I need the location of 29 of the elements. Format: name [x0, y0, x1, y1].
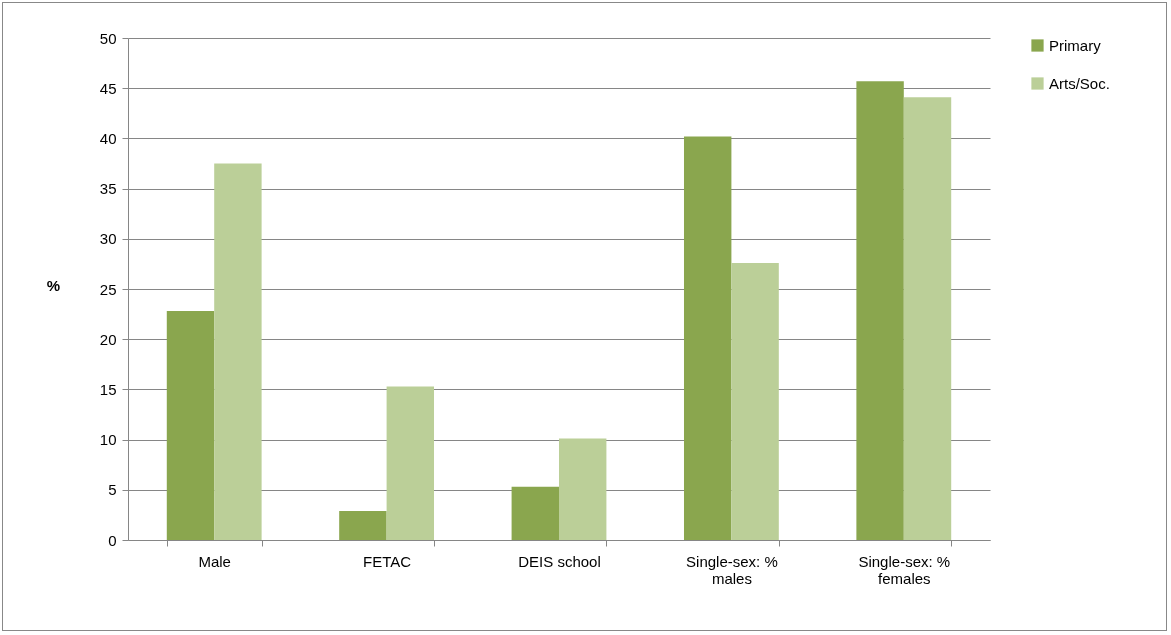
y-tick-label: 10 [99, 431, 117, 449]
y-axis-title: % [46, 276, 61, 294]
y-tick-label: 25 [99, 280, 117, 298]
x-tick-label: FETAC [363, 552, 412, 570]
bar [511, 486, 559, 540]
bar [214, 163, 262, 540]
y-tick-label: 45 [99, 79, 117, 97]
x-tick-label: Single-sex: % females [858, 552, 951, 587]
bar [856, 81, 904, 540]
bar [386, 386, 435, 540]
y-tick-label: 5 [108, 481, 117, 499]
x-tick-label: Male [198, 552, 231, 570]
y-tick-label: 20 [99, 330, 117, 348]
y-tick-label: 30 [99, 230, 117, 248]
y-tick-label: 40 [99, 129, 117, 147]
bar [903, 97, 952, 540]
legend-label: Primary [1049, 36, 1102, 54]
x-tick-label: Single-sex: % males [686, 552, 778, 587]
y-tick-label: 50 [99, 29, 117, 47]
bar [166, 311, 215, 540]
y-tick-label: 0 [108, 531, 117, 549]
y-tick-label: 15 [99, 380, 117, 398]
bar [731, 262, 779, 540]
y-tick-label: 35 [99, 180, 117, 198]
bar [683, 136, 732, 540]
bar [339, 510, 387, 540]
bar [559, 438, 607, 540]
x-tick-label: DEIS school [518, 552, 601, 570]
legend-label: Arts/Soc. [1049, 74, 1110, 92]
